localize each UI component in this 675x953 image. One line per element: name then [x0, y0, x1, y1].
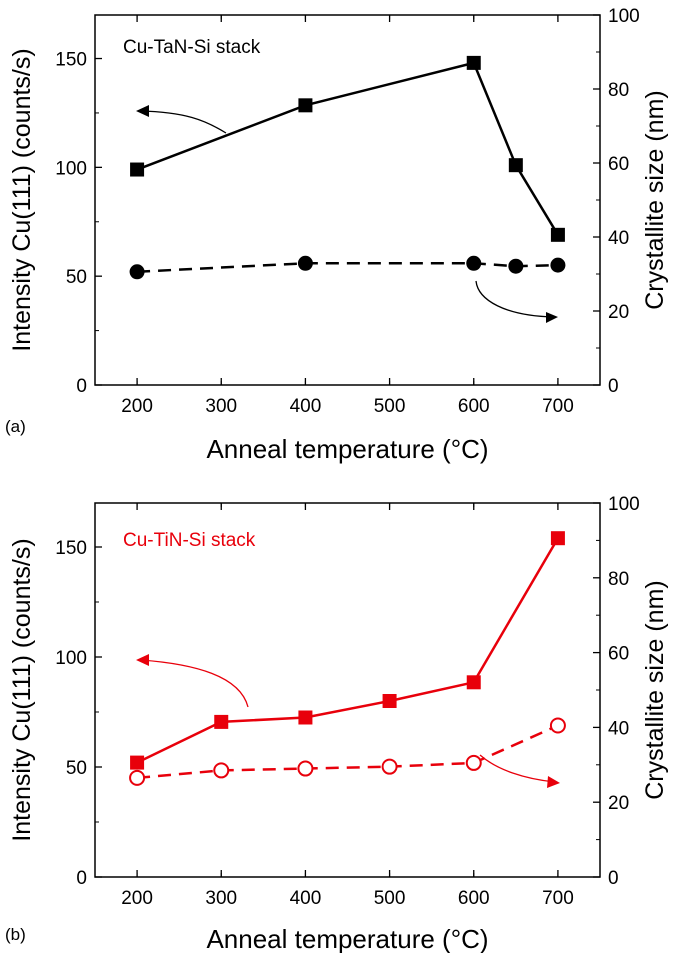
- x-tick-label: 700: [542, 396, 574, 417]
- left-axis-arrowhead: [136, 105, 149, 117]
- series-line-right: [137, 262, 558, 274]
- data-point-square: [130, 162, 145, 177]
- y2-tick-label: 80: [608, 569, 629, 590]
- x-tick-label: 200: [121, 888, 153, 909]
- series-line-left: [136, 537, 559, 764]
- data-point-square: [130, 755, 145, 770]
- x-tick-label: 500: [374, 888, 406, 909]
- y-tick-label: 150: [55, 50, 87, 71]
- plot-frame: [94, 14, 601, 386]
- y-tick-label: 50: [66, 267, 87, 288]
- y2-tick-label: 60: [608, 644, 629, 665]
- y-tick-label: 150: [55, 538, 87, 559]
- y2-tick-label: 80: [608, 80, 629, 101]
- y2-tick-label: 100: [608, 494, 640, 515]
- chart-panel-b: 200 300 400 500 600 700 0 50 100 150 0 20 40 60 80 100 A…: [5, 494, 669, 953]
- x-tick-label: 300: [205, 396, 237, 417]
- y-axis-label: Intensity Cu(111) (counts/s): [8, 538, 36, 841]
- data-point-open-circle: [465, 754, 482, 771]
- y-tick-label: 0: [76, 868, 87, 889]
- panel-label: (a): [5, 417, 26, 436]
- chart-panel-a: 200 300 400 500 600 700 0 50 100 150 0 20 40 60 80 100 A…: [5, 6, 669, 464]
- data-point-circle: [297, 255, 313, 271]
- data-point-circle: [129, 264, 145, 280]
- data-point-square: [214, 714, 229, 729]
- right-axis-arrow: [475, 280, 555, 318]
- data-point-circle: [508, 258, 524, 274]
- x-tick-label: 300: [205, 888, 237, 909]
- y2-tick-label: 20: [608, 793, 629, 814]
- x-axis-label: Anneal temperature (°C): [206, 434, 488, 464]
- data-point-circle: [466, 255, 482, 271]
- plot-frame: [94, 502, 601, 878]
- left-axis-arrow: [139, 110, 227, 134]
- y2-tick-label: 0: [608, 868, 619, 889]
- y2-tick-label: 60: [608, 154, 629, 175]
- y-tick-label: 100: [55, 158, 87, 179]
- data-point-square: [550, 531, 565, 546]
- y2-tick-label: 40: [608, 718, 629, 739]
- data-point-square: [466, 675, 481, 690]
- data-point-open-circle: [381, 758, 398, 775]
- data-point-open-circle: [129, 769, 146, 786]
- data-point-open-circle: [213, 762, 230, 779]
- data-point-square: [550, 227, 565, 242]
- y2-tick-label: 40: [608, 228, 629, 249]
- y-tick-label: 50: [66, 758, 87, 779]
- data-point-open-circle: [297, 760, 314, 777]
- y-tick-label: 0: [76, 376, 87, 397]
- x-tick-label: 700: [542, 888, 574, 909]
- stack-annotation: Cu-TiN-Si stack: [123, 530, 256, 551]
- x-tick-label: 400: [290, 396, 322, 417]
- series-line-left: [136, 61, 559, 236]
- left-axis-arrow: [140, 659, 249, 708]
- stack-annotation: Cu-TaN-Si stack: [123, 37, 261, 58]
- data-point-square: [382, 694, 397, 708]
- y2-tick-label: 0: [608, 376, 619, 397]
- panel-label: (b): [5, 925, 26, 944]
- left-axis-arrowhead: [136, 654, 149, 666]
- x-tick-label: 600: [458, 396, 490, 417]
- x-tick-label: 600: [458, 888, 490, 909]
- y2-axis-label: Crystallite size (nm): [641, 580, 669, 799]
- right-axis-arrow: [479, 754, 556, 783]
- right-axis-arrowhead: [547, 776, 560, 788]
- x-axis-label: Anneal temperature (°C): [206, 924, 488, 953]
- data-point-circle: [550, 257, 566, 273]
- x-tick-label: 500: [374, 396, 406, 417]
- data-point-open-circle: [549, 717, 566, 734]
- data-point-square: [466, 55, 481, 70]
- x-tick-label: 200: [121, 396, 153, 417]
- y-axis-label: Intensity Cu(111) (counts/s): [8, 48, 36, 351]
- data-point-square: [508, 158, 523, 173]
- series-line-right: [136, 724, 559, 780]
- x-tick-label: 400: [290, 888, 322, 909]
- y2-tick-label: 20: [608, 302, 629, 323]
- y2-tick-label: 100: [608, 6, 640, 27]
- y-tick-label: 100: [55, 648, 87, 669]
- y2-axis-label: Crystallite size (nm): [641, 90, 669, 309]
- right-axis-arrowhead: [546, 312, 558, 323]
- data-point-square: [298, 98, 313, 113]
- data-point-square: [298, 710, 313, 725]
